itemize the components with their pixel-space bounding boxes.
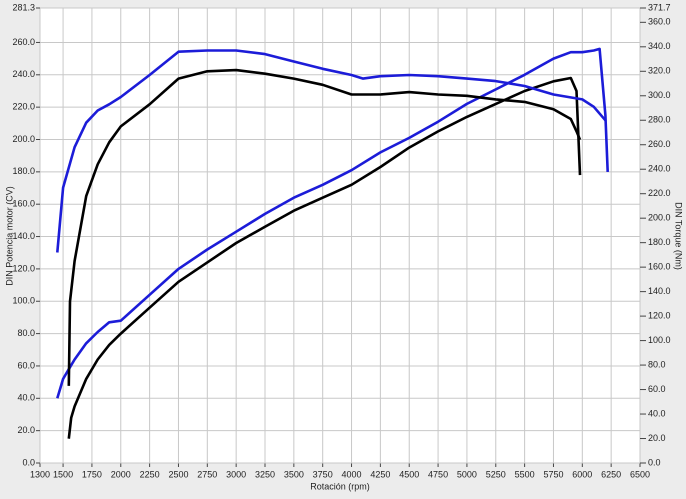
y-tick-label: 140.0 xyxy=(12,231,35,241)
x-tick-label: 5750 xyxy=(543,469,563,479)
y2-tick-label: 280.0 xyxy=(648,115,671,125)
y2-tick-label: 340.0 xyxy=(648,41,671,51)
y-tick-label: 260.0 xyxy=(12,37,35,47)
x-tick-label: 3000 xyxy=(226,469,246,479)
x-tick-label: 4750 xyxy=(428,469,448,479)
x-tick-label: 2500 xyxy=(168,469,188,479)
y2-tick-label: 140.0 xyxy=(648,286,671,296)
y-tick-label: 40.0 xyxy=(17,393,35,403)
y2-tick-label: 300.0 xyxy=(648,90,671,100)
x-tick-label: 6250 xyxy=(601,469,621,479)
x-tick-label: 4250 xyxy=(370,469,390,479)
x-tick-label: 5000 xyxy=(457,469,477,479)
y2-tick-label: 40.0 xyxy=(648,408,666,418)
y-tick-label: 80.0 xyxy=(17,328,35,338)
x-tick-label: 2000 xyxy=(111,469,131,479)
y-tick-label: 220.0 xyxy=(12,102,35,112)
x-tick-label: 4500 xyxy=(399,469,419,479)
x-tick-label: 2250 xyxy=(140,469,160,479)
x-tick-label: 6500 xyxy=(630,469,650,479)
y-tick-label: 120.0 xyxy=(12,263,35,273)
y2-tick-label: 120.0 xyxy=(648,310,671,320)
x-tick-label: 1500 xyxy=(53,469,73,479)
y2-tick-label: 200.0 xyxy=(648,213,671,223)
x-axis-label: Rotación (rpm) xyxy=(310,481,370,491)
y2-axis-label: DIN Torque (Nm) xyxy=(674,202,684,270)
y-tick-label: 100.0 xyxy=(12,296,35,306)
y-tick-label: 160.0 xyxy=(12,199,35,209)
y2-tick-label: 160.0 xyxy=(648,262,671,272)
y2-tick-label: 240.0 xyxy=(648,164,671,174)
y-tick-label: 200.0 xyxy=(12,134,35,144)
x-tick-label: 5500 xyxy=(515,469,535,479)
x-tick-label: 3500 xyxy=(284,469,304,479)
y2-tick-label: 20.0 xyxy=(648,433,666,443)
y2-tick-label: 260.0 xyxy=(648,139,671,149)
x-tick-label: 2750 xyxy=(197,469,217,479)
y-tick-label: 281.3 xyxy=(12,2,35,12)
y2-tick-label: 100.0 xyxy=(648,335,671,345)
y2-tick-label: 360.0 xyxy=(648,17,671,27)
y-tick-label: 20.0 xyxy=(17,425,35,435)
y-tick-label: 240.0 xyxy=(12,69,35,79)
x-tick-label: 6000 xyxy=(572,469,592,479)
curve xyxy=(67,68,582,386)
plot-area xyxy=(39,7,641,464)
y2-tick-label: 80.0 xyxy=(648,359,666,369)
y2-tick-label: 320.0 xyxy=(648,66,671,76)
x-tick-label: 3750 xyxy=(313,469,333,479)
y2-tick-label: 180.0 xyxy=(648,237,671,247)
y-tick-label: 0.0 xyxy=(22,457,35,467)
x-tick-label: 5250 xyxy=(486,469,506,479)
curve xyxy=(67,76,582,439)
y-tick-label: 180.0 xyxy=(12,166,35,176)
y-tick-label: 60.0 xyxy=(17,360,35,370)
y2-tick-label: 0.0 xyxy=(648,457,661,467)
x-tick-label: 1750 xyxy=(82,469,102,479)
y-axis-label: DIN Potencia motor (CV) xyxy=(4,186,14,286)
x-tick-label: 3250 xyxy=(255,469,275,479)
curve xyxy=(56,47,609,399)
y2-tick-label: 371.7 xyxy=(648,2,671,12)
curve xyxy=(56,49,607,253)
x-tick-label: 4000 xyxy=(342,469,362,479)
x-tick-label: 1300 xyxy=(30,469,50,479)
y2-tick-label: 220.0 xyxy=(648,188,671,198)
y2-tick-label: 60.0 xyxy=(648,384,666,394)
